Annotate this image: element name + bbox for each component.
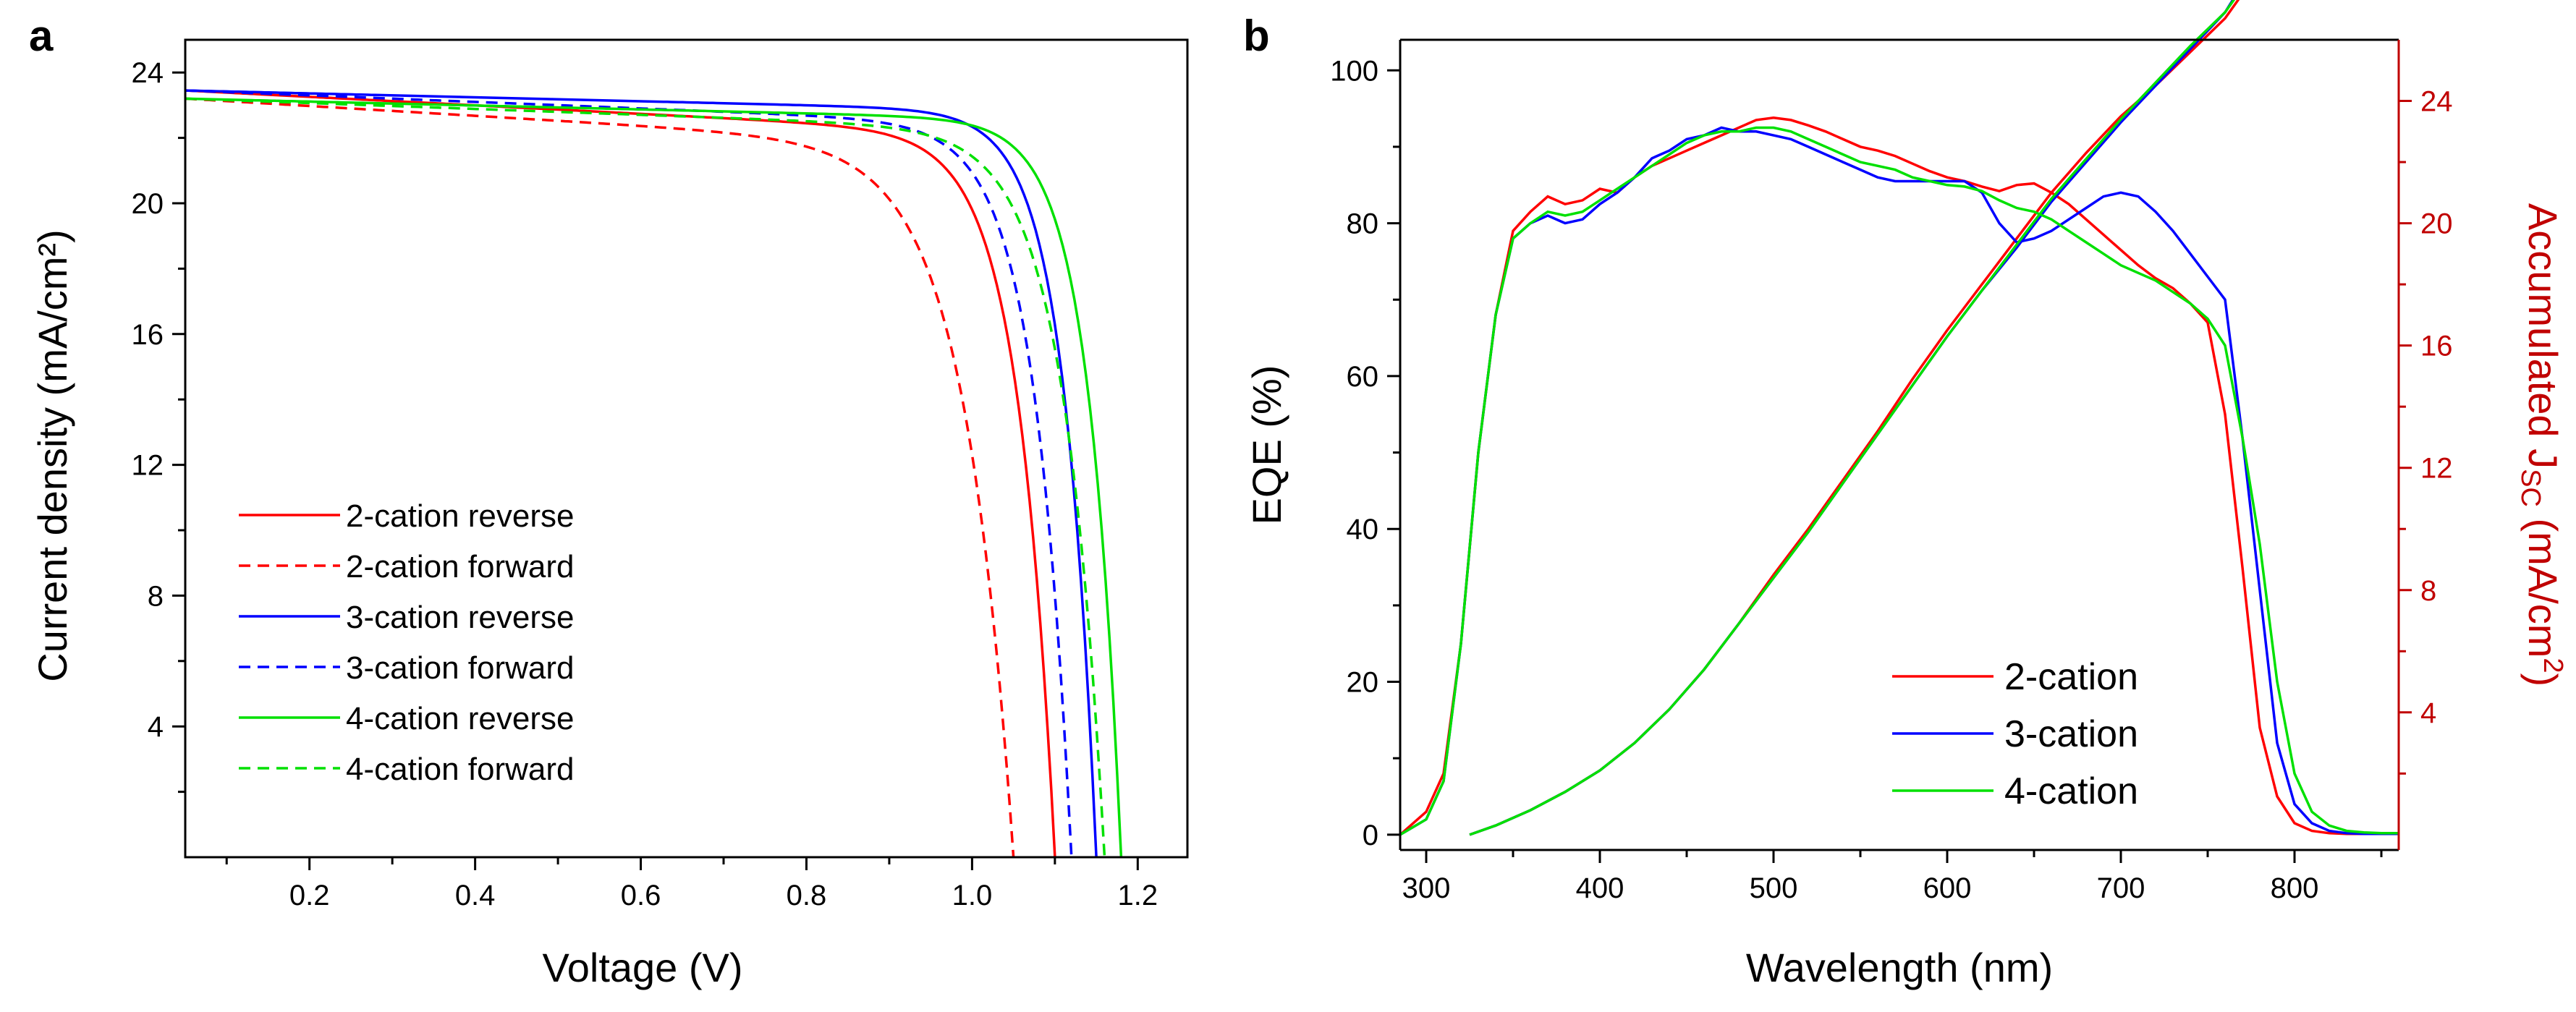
panel-b-ticks: 300 400 500 600 700 800 0 20 40 60 80 100 4 8 12 16 20 24: [1330, 55, 2452, 904]
panel-b-legend-label-4-cation: 4-cation: [2004, 770, 2138, 812]
panel-b-y-tick-label: 40: [1347, 514, 1379, 545]
panel-b-y-axis-label: EQE (%): [1244, 365, 1289, 525]
panel-a-legend: 2-cation reverse 2-cation forward 3-cation…: [239, 498, 574, 787]
panel-b-y2-tick-label: 16: [2420, 331, 2453, 362]
panel-b-y-tick-label: 60: [1347, 361, 1379, 393]
panel-a-curve-3-cation-reverse: [185, 89, 1098, 858]
panel-b-accumulated-curve-4-cation: [1469, 0, 2236, 836]
panel-a-legend-label-2-cation-reverse: 2-cation reverse: [346, 498, 574, 534]
panel-a-y-tick-label: 4: [148, 711, 164, 743]
panel-b-y2-tick-label: 8: [2420, 575, 2436, 607]
panel-b-y2-tick-label: 20: [2420, 208, 2453, 240]
panel-b-eqe-curve-4-cation: [1399, 126, 2399, 836]
panel-b-letter: b: [1243, 12, 1270, 60]
panel-b-x-tick-label: 700: [2097, 872, 2145, 904]
panel-a-curve-4-cation-forward: [185, 97, 1106, 858]
panel-b-y2-tick-label: 12: [2420, 453, 2453, 485]
panel-b-y2-tick-label: 4: [2420, 697, 2436, 729]
panel-b-y2-axis-label: Accumulated JSC (mA/cm2): [2516, 203, 2569, 686]
panel-a-x-axis-label: Voltage (V): [542, 945, 742, 990]
panel-b-legend: 2-cation 3-cation 4-cation: [1892, 656, 2138, 812]
panel-a-y-tick-label: 12: [132, 450, 164, 482]
panel-b-y2-tick-label: 24: [2420, 86, 2453, 118]
panel-a-x-tick-label: 1.0: [952, 880, 993, 911]
panel-a-series-group: [185, 89, 1123, 858]
panel-b-y-tick-label: 100: [1330, 55, 1378, 87]
panel-a-legend-label-4-cation-forward: 4-cation forward: [346, 752, 574, 787]
panel-b-x-tick-label: 600: [1923, 872, 1972, 904]
panel-a-y-tick-label: 20: [132, 188, 164, 220]
panel-a-letter: a: [29, 12, 54, 60]
panel-a-legend-label-4-cation-reverse: 4-cation reverse: [346, 701, 574, 736]
panel-b-x-tick-label: 500: [1750, 872, 1798, 904]
panel-b-x-tick-label: 400: [1576, 872, 1624, 904]
panel-a-y-tick-label: 8: [148, 580, 164, 612]
panel-b-legend-label-3-cation: 3-cation: [2004, 713, 2138, 755]
panel-b-accumulated-curve-3-cation: [1469, 0, 2234, 836]
panel-a-x-tick-label: 0.4: [455, 880, 496, 911]
panel-b-eqe-curve-2-cation: [1399, 116, 2399, 836]
panel-a-curve-2-cation-forward: [185, 97, 1015, 858]
panel-b-accumulated-curve-2-cation: [1469, 0, 2240, 836]
panel-a-ticks: 0.2 0.4 0.6 0.8 1.0 1.2 4 8 12 16 20 24: [132, 57, 1158, 911]
panel-a-x-tick-label: 1.2: [1118, 880, 1158, 911]
panel-b-y-tick-label: 0: [1363, 820, 1378, 851]
panel-b-legend-label-2-cation: 2-cation: [2004, 656, 2138, 698]
panel-a-y-tick-label: 24: [132, 57, 164, 89]
panel-a: a 0.2 0.4 0.6 0.8 1.0 1.2 4 8 12 16 20 24 Voltage (…: [29, 12, 1189, 990]
panel-b-x-tick-label: 300: [1402, 872, 1451, 904]
panel-b: b 300 400 500 600 700 800 0 20 40 60 80 100 4 8 12 16 20…: [1243, 0, 2568, 990]
panel-a-curve-3-cation-forward: [185, 89, 1073, 858]
panel-a-curve-2-cation-reverse: [185, 89, 1056, 858]
panel-a-legend-label-2-cation-forward: 2-cation forward: [346, 549, 574, 584]
panel-a-x-tick-label: 0.8: [787, 880, 827, 911]
panel-a-y-tick-label: 16: [132, 319, 164, 351]
panel-b-y-tick-label: 20: [1347, 667, 1379, 699]
panel-a-plot-frame: [184, 38, 1189, 859]
panel-b-x-axis-label: Wavelength (nm): [1746, 945, 2053, 990]
panel-b-series-group: [1399, 0, 2399, 836]
panel-a-x-tick-label: 0.2: [289, 880, 330, 911]
panel-a-legend-label-3-cation-forward: 3-cation forward: [346, 650, 574, 686]
panel-a-x-tick-label: 0.6: [621, 880, 661, 911]
panel-a-curve-4-cation-reverse: [185, 97, 1123, 858]
panel-b-x-tick-label: 800: [2271, 872, 2319, 904]
panel-b-y-tick-label: 80: [1347, 208, 1379, 240]
panel-b-eqe-curve-3-cation: [1399, 126, 2399, 836]
panel-a-y-axis-label: Current density (mA/cm²): [30, 229, 75, 681]
panel-a-legend-label-3-cation-reverse: 3-cation reverse: [346, 600, 574, 635]
